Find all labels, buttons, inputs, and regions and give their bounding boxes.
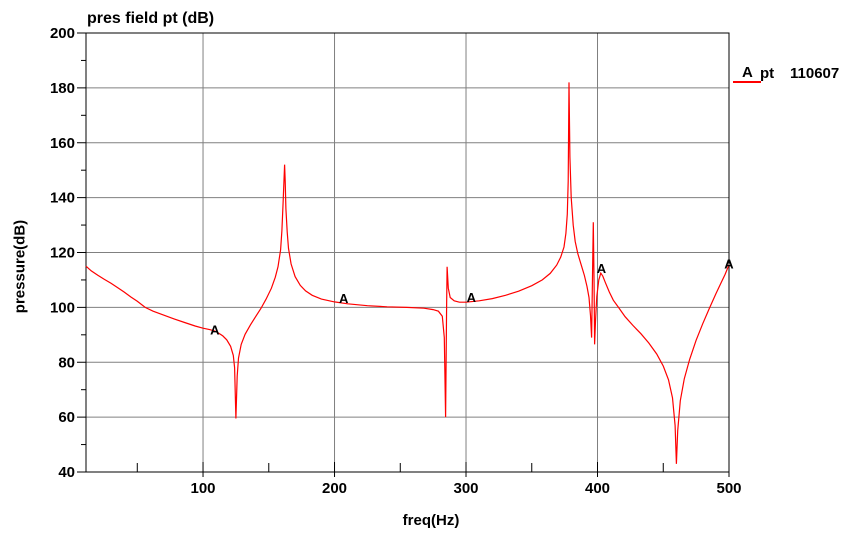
point-marker-letter: A: [724, 257, 734, 272]
y-tick-label: 160: [50, 135, 75, 152]
chart-title: pres field pt (dB): [87, 10, 215, 27]
response-curve: [85, 82, 730, 464]
y-tick-label: 40: [58, 464, 75, 481]
y-tick-label: 120: [50, 245, 75, 262]
legend-series-label: pt: [760, 65, 775, 82]
x-tick-label: 500: [716, 480, 741, 497]
x-tick-label: 200: [322, 480, 347, 497]
y-tick-label: 60: [58, 409, 75, 426]
x-axis-label: freq(Hz): [402, 512, 460, 529]
y-tick-label: 80: [58, 354, 75, 371]
point-marker-letter: A: [339, 291, 349, 306]
point-marker-letter: A: [467, 290, 477, 305]
y-tick-label: 200: [50, 25, 75, 42]
y-tick-label: 140: [50, 190, 75, 207]
legend-line-sample: [733, 81, 761, 83]
legend: A pt 110607: [730, 60, 855, 88]
y-tick-label: 100: [50, 299, 75, 316]
x-tick-label: 300: [453, 480, 478, 497]
x-tick-label: 100: [191, 480, 216, 497]
point-marker-letter: A: [210, 322, 220, 337]
point-marker-letter: A: [597, 261, 607, 276]
y-tick-label: 180: [50, 80, 75, 97]
x-tick-label: 400: [585, 480, 610, 497]
legend-marker-letter: A: [742, 64, 753, 81]
legend-series-value: 110607: [790, 65, 840, 82]
